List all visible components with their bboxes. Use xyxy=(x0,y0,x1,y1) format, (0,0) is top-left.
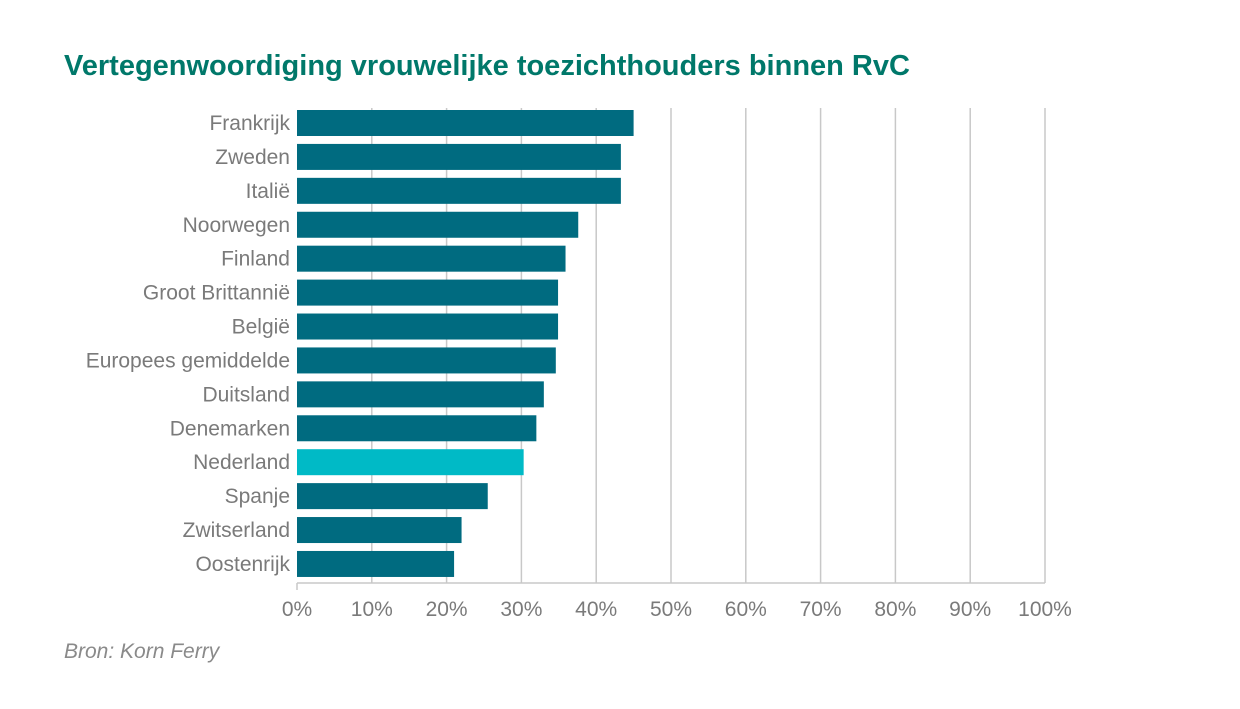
chart-title: Vertegenwoordiging vrouwelijke toezichth… xyxy=(64,50,910,82)
bar xyxy=(297,279,559,306)
bar xyxy=(297,110,634,136)
category-label: Spanje xyxy=(225,485,290,508)
x-tick-label: 100% xyxy=(1018,598,1072,621)
category-label: Nederland xyxy=(193,451,290,474)
bar xyxy=(297,517,462,544)
category-label: Duitsland xyxy=(202,383,290,406)
category-label: Europees gemiddelde xyxy=(86,349,290,372)
bar xyxy=(297,381,544,408)
x-tick-label: 90% xyxy=(949,598,991,621)
category-label: Finland xyxy=(221,248,290,271)
category-label: Italië xyxy=(246,180,290,203)
category-label: Noorwegen xyxy=(183,214,290,237)
category-labels: Frankrijk Zweden Italië Noorwegen Finland Gro… xyxy=(86,112,291,576)
bar xyxy=(297,415,537,442)
x-axis xyxy=(296,582,1045,590)
bar xyxy=(297,313,559,340)
x-tick-label: 10% xyxy=(351,598,393,621)
category-label: België xyxy=(232,316,290,339)
bar xyxy=(297,347,556,374)
tick-labels: 0% 10% 20% 30% 40% 50% 60% 70% 80% 90% 100% xyxy=(282,598,1072,621)
category-label: Groot Brittannië xyxy=(143,282,290,305)
x-tick-label: 60% xyxy=(725,598,767,621)
x-tick-label: 40% xyxy=(575,598,617,621)
bar xyxy=(297,143,621,170)
bar xyxy=(297,449,524,476)
source-note: Bron: Korn Ferry xyxy=(64,640,220,663)
x-tick-label: 80% xyxy=(874,598,916,621)
x-tick-label: 70% xyxy=(800,598,842,621)
category-label: Zweden xyxy=(215,146,290,169)
x-tick-label: 20% xyxy=(426,598,468,621)
bars xyxy=(297,110,634,577)
x-tick-label: 0% xyxy=(282,598,312,621)
category-label: Frankrijk xyxy=(209,112,290,135)
x-tick-label: 30% xyxy=(500,598,542,621)
bar xyxy=(297,177,621,204)
bar xyxy=(297,211,579,238)
bar xyxy=(297,550,455,577)
category-label: Denemarken xyxy=(170,417,290,440)
x-tick-label: 50% xyxy=(650,598,692,621)
bar xyxy=(297,483,488,510)
bar xyxy=(297,245,566,272)
category-label: Zwitserland xyxy=(183,519,290,542)
category-label: Oostenrijk xyxy=(195,553,290,576)
